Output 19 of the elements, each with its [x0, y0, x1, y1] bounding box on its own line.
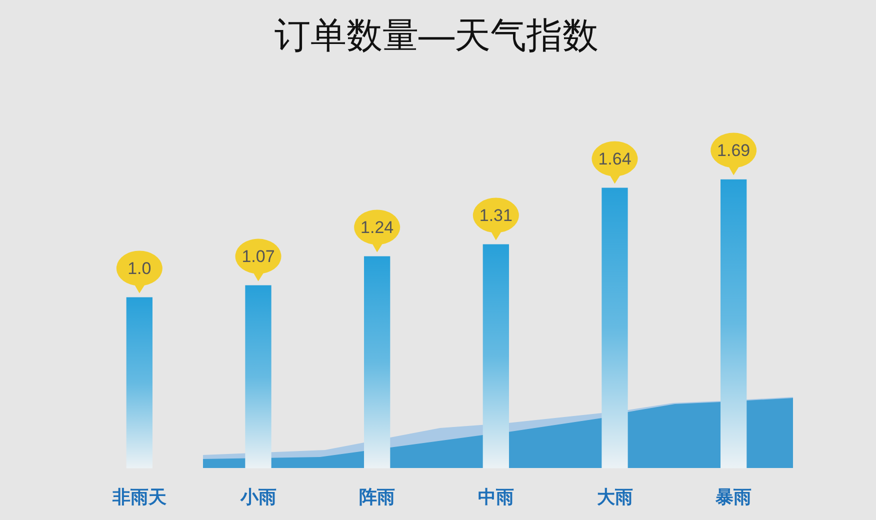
chart-title: 订单数量—天气指数 [274, 14, 598, 56]
data-label: 1.31 [479, 206, 512, 225]
x-tick-label: 大雨 [596, 487, 633, 508]
bar [245, 285, 272, 468]
x-tick-label: 暴雨 [714, 487, 752, 508]
data-label: 1.07 [242, 246, 275, 266]
x-tick-label: 非雨天 [111, 487, 166, 508]
x-tick-label: 阵雨 [359, 487, 396, 508]
bar [602, 188, 628, 468]
bar [126, 297, 152, 468]
bar [720, 179, 747, 468]
bar [482, 244, 509, 468]
data-label: 1.69 [717, 140, 750, 160]
data-label: 1.64 [598, 149, 632, 168]
data-label: 1.24 [360, 218, 394, 237]
x-tick-label: 中雨 [478, 487, 514, 508]
bar [364, 256, 390, 468]
data-label: 1.0 [128, 258, 152, 278]
x-tick-label: 小雨 [239, 487, 276, 508]
